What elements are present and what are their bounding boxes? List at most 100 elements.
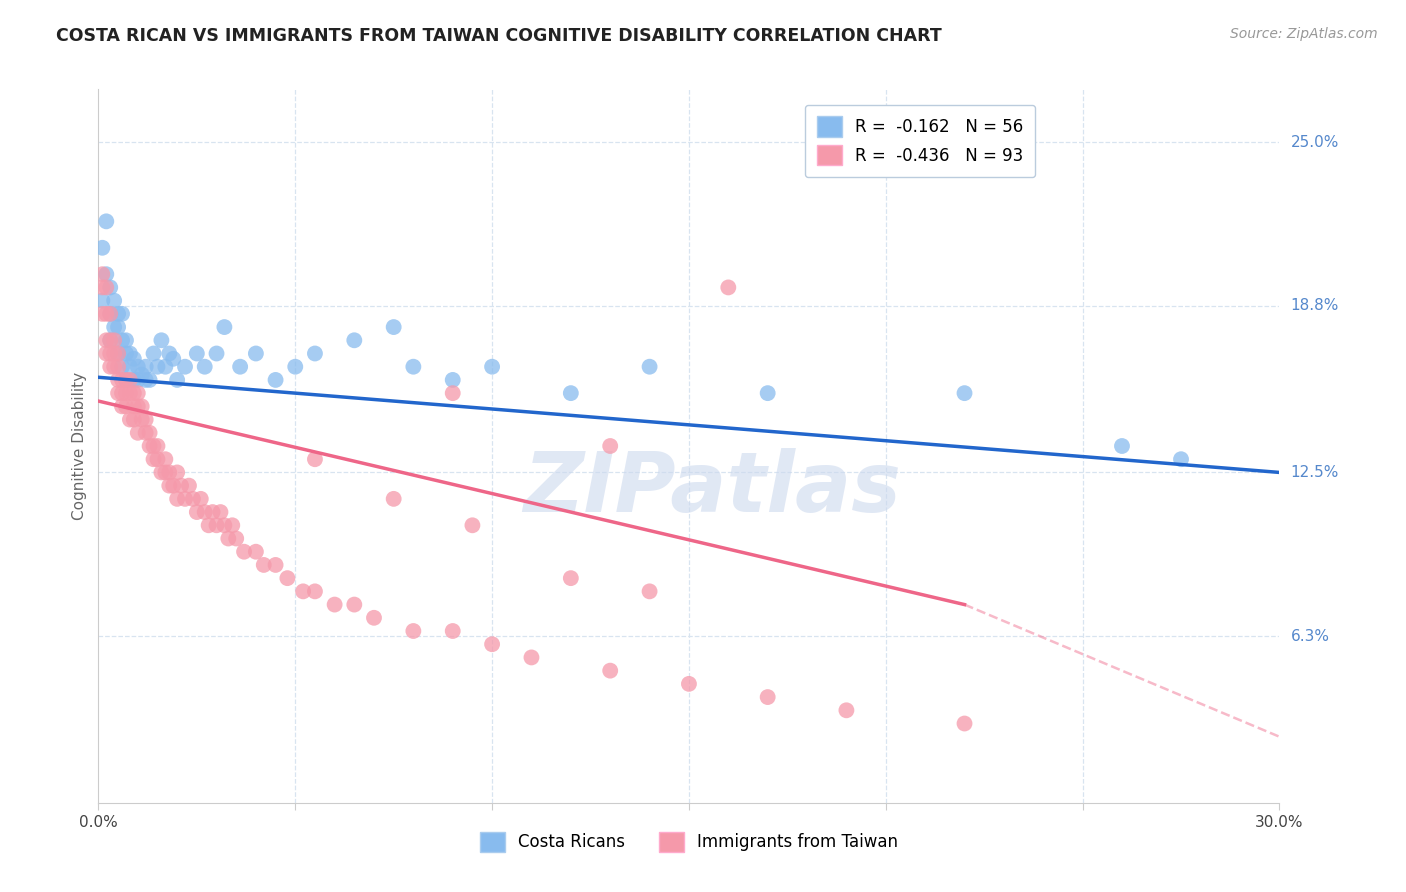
Point: [122, 400, 145, 414]
Point: [118, 373, 141, 387]
Point: [118, 346, 141, 360]
Point: [103, 293, 125, 308]
Point: [170, 478, 193, 492]
Point: [157, 466, 180, 480]
Point: [111, 400, 134, 414]
Point: [103, 359, 125, 374]
Point: [245, 545, 267, 559]
Point: [461, 518, 484, 533]
Point: [292, 584, 315, 599]
Point: [111, 333, 134, 347]
Point: [115, 373, 138, 387]
Point: [638, 359, 661, 374]
Point: [835, 703, 858, 717]
Point: [103, 320, 125, 334]
Point: [155, 466, 177, 480]
Point: [205, 518, 228, 533]
Point: [221, 518, 243, 533]
Point: [103, 346, 125, 360]
Point: [157, 478, 180, 492]
Point: [96, 307, 118, 321]
Point: [146, 439, 169, 453]
Point: [599, 664, 621, 678]
Point: [304, 452, 326, 467]
Point: [162, 478, 184, 492]
Point: [118, 412, 141, 426]
Point: [135, 425, 157, 440]
Point: [1111, 439, 1133, 453]
Point: [118, 359, 141, 374]
Point: [122, 412, 145, 426]
Point: [98, 359, 121, 374]
Point: [155, 359, 177, 374]
Text: 25.0%: 25.0%: [1291, 135, 1339, 150]
Point: [264, 373, 287, 387]
Point: [111, 373, 134, 387]
Point: [127, 373, 149, 387]
Point: [111, 307, 134, 321]
Point: [233, 545, 256, 559]
Point: [122, 351, 145, 366]
Point: [953, 386, 976, 401]
Point: [363, 611, 385, 625]
Point: [107, 359, 129, 374]
Point: [177, 478, 200, 492]
Point: [323, 598, 346, 612]
Point: [264, 558, 287, 572]
Point: [194, 359, 217, 374]
Point: [756, 386, 779, 401]
Point: [166, 491, 188, 506]
Point: [98, 333, 121, 347]
Point: [150, 333, 173, 347]
Y-axis label: Cognitive Disability: Cognitive Disability: [72, 372, 87, 520]
Point: [107, 320, 129, 334]
Point: [118, 386, 141, 401]
Point: [214, 320, 236, 334]
Point: [122, 386, 145, 401]
Point: [402, 359, 425, 374]
Point: [599, 439, 621, 453]
Point: [441, 624, 464, 638]
Point: [186, 346, 208, 360]
Point: [157, 346, 180, 360]
Point: [142, 439, 165, 453]
Point: [229, 359, 252, 374]
Point: [111, 359, 134, 374]
Point: [560, 571, 582, 585]
Point: [214, 518, 236, 533]
Point: [441, 386, 464, 401]
Point: [402, 624, 425, 638]
Point: [150, 466, 173, 480]
Point: [135, 359, 157, 374]
Point: [481, 359, 503, 374]
Text: 6.3%: 6.3%: [1291, 629, 1330, 644]
Point: [217, 532, 239, 546]
Point: [201, 505, 224, 519]
Point: [107, 307, 129, 321]
Point: [98, 346, 121, 360]
Point: [146, 452, 169, 467]
Point: [91, 293, 114, 308]
Point: [135, 373, 157, 387]
Point: [520, 650, 543, 665]
Point: [127, 386, 149, 401]
Point: [155, 452, 177, 467]
Point: [103, 333, 125, 347]
Point: [91, 307, 114, 321]
Point: [382, 320, 405, 334]
Text: 12.5%: 12.5%: [1291, 465, 1339, 480]
Point: [142, 346, 165, 360]
Point: [91, 280, 114, 294]
Point: [186, 505, 208, 519]
Point: [142, 452, 165, 467]
Point: [96, 280, 118, 294]
Point: [205, 346, 228, 360]
Point: [122, 373, 145, 387]
Point: [304, 346, 326, 360]
Point: [481, 637, 503, 651]
Point: [678, 677, 700, 691]
Text: ZIPatlas: ZIPatlas: [523, 449, 901, 529]
Point: [138, 425, 160, 440]
Point: [115, 346, 138, 360]
Point: [162, 351, 184, 366]
